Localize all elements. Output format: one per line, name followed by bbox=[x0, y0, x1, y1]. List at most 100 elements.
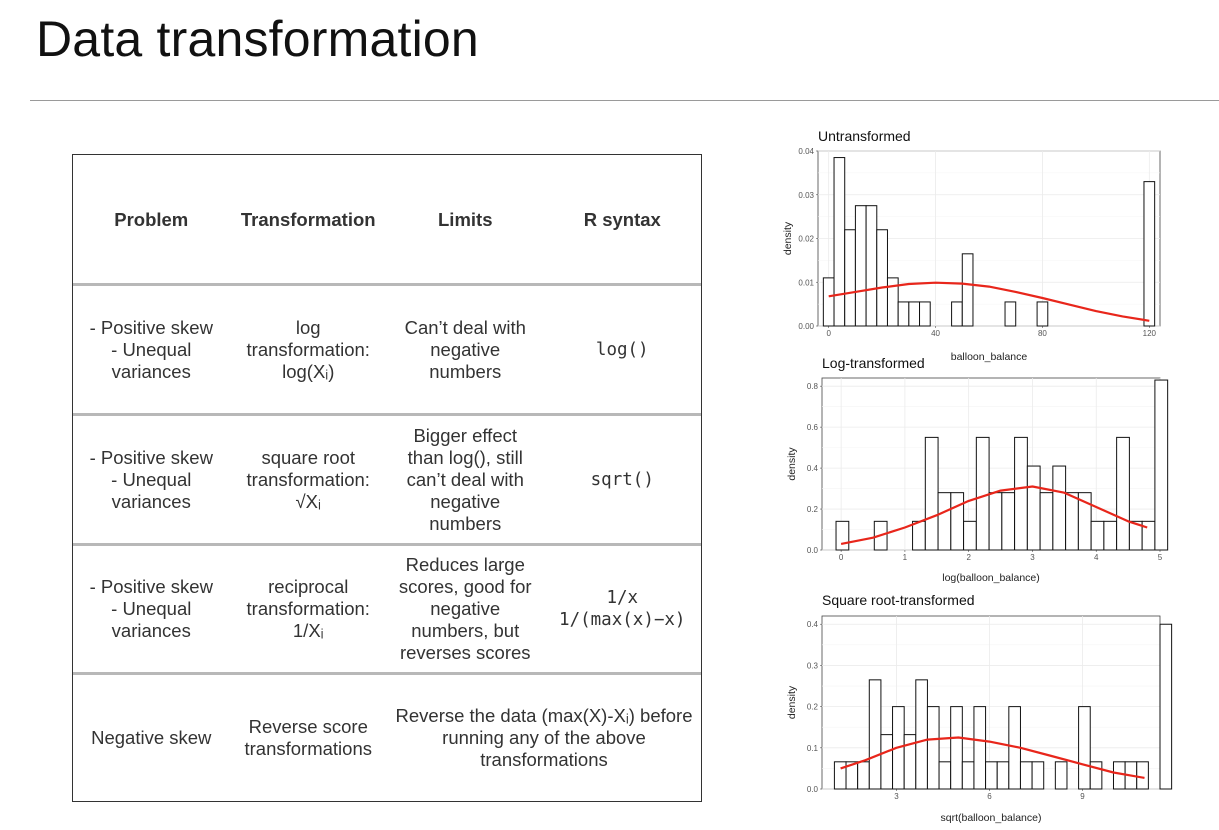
chart-sqrt-transformed: Square root-transformed 0.0 0.1 0.2 0.3 0.4 3 6… bbox=[770, 591, 1210, 830]
header-transformation: Transformation bbox=[240, 208, 376, 230]
x-tick-label: 80 bbox=[1038, 329, 1047, 338]
x-tick-label: 9 bbox=[1080, 792, 1085, 801]
histogram-bar bbox=[1052, 465, 1067, 551]
table-header-row: Problem Transformation Limits R syntax bbox=[73, 155, 701, 284]
x-tick-label: 0 bbox=[826, 329, 831, 338]
histogram-bar bbox=[865, 205, 878, 327]
histogram-sqrt-transformed: Square root-transformed 0.0 0.1 0.2 0.3 0.4 3 6… bbox=[786, 592, 1173, 824]
histogram-bar bbox=[938, 761, 952, 790]
x-axis-label: sqrt(balloon_balance) bbox=[941, 812, 1042, 824]
y-tick-label: 0.01 bbox=[798, 278, 814, 287]
histogram-bar bbox=[1019, 761, 1033, 790]
histogram-bar bbox=[1026, 465, 1041, 551]
title-divider bbox=[30, 100, 1219, 101]
y-tick-label: 0.1 bbox=[807, 744, 819, 753]
x-axis-label: balloon_balance bbox=[951, 351, 1028, 363]
cell-limits: Reduces large scores, good for negative … bbox=[398, 554, 532, 663]
histogram-bar bbox=[908, 301, 921, 327]
x-tick-label: 3 bbox=[894, 792, 899, 801]
histogram-bar bbox=[1036, 301, 1049, 327]
cell-r-syntax: sqrt() bbox=[590, 469, 654, 490]
histogram-bar bbox=[1136, 761, 1149, 790]
table-row: Negative skew Reverse score transformati… bbox=[73, 675, 701, 800]
cell-limits: Reverse the data (max(X)-Xᵢ) before runn… bbox=[395, 704, 693, 770]
histogram-bar bbox=[1089, 761, 1103, 790]
chart-log-transformed: Log-transformed 0.0 0.2 0.4 0.6 0.8 0 1 2 3 4 5 log(… bbox=[770, 354, 1210, 595]
cell-r-syntax: log() bbox=[595, 339, 649, 360]
chart-title: Square root-transformed bbox=[822, 592, 975, 608]
x-tick-label: 1 bbox=[903, 553, 908, 562]
x-tick-label: 120 bbox=[1143, 329, 1157, 338]
chart-title: Untransformed bbox=[818, 128, 911, 144]
histogram-bar bbox=[1004, 301, 1017, 327]
histogram-bar bbox=[876, 229, 888, 327]
x-tick-label: 5 bbox=[1158, 553, 1163, 562]
chart-title: Log-transformed bbox=[822, 355, 925, 371]
histogram-bar bbox=[857, 761, 870, 790]
histogram-bar bbox=[919, 301, 931, 327]
cell-transformation: log transformation: log(Xᵢ) bbox=[246, 316, 370, 382]
x-tick-label: 6 bbox=[987, 792, 992, 801]
histogram-bar bbox=[1143, 181, 1156, 327]
histogram-bar bbox=[1039, 492, 1054, 551]
histogram-bar bbox=[1090, 520, 1105, 551]
x-axis-label: log(balloon_balance) bbox=[942, 572, 1040, 584]
histogram-bar bbox=[1159, 623, 1173, 790]
y-tick-label: 0.02 bbox=[798, 235, 814, 244]
y-tick-label: 0.3 bbox=[807, 661, 819, 670]
histogram-bar bbox=[1078, 706, 1091, 790]
histogram-bar bbox=[833, 157, 846, 327]
header-r-syntax: R syntax bbox=[583, 208, 661, 230]
x-tick-label: 4 bbox=[1094, 553, 1099, 562]
table-row: - Positive skew - Unequal variances squa… bbox=[73, 416, 701, 543]
x-tick-label: 40 bbox=[931, 329, 940, 338]
histogram-bar bbox=[844, 229, 856, 327]
histogram-bar bbox=[1065, 492, 1079, 551]
y-tick-label: 0.2 bbox=[807, 505, 819, 514]
y-tick-label: 0.2 bbox=[807, 703, 819, 712]
histogram-bar bbox=[951, 301, 963, 327]
cell-transformation: square root transformation: √Xᵢ bbox=[246, 446, 370, 512]
row-divider bbox=[73, 413, 701, 416]
cell-problem: - Positive skew - Unequal variances bbox=[89, 576, 213, 641]
cell-transformation: reciprocal transformation: 1/Xᵢ bbox=[246, 576, 370, 641]
histogram-bar bbox=[915, 679, 928, 790]
histogram-bar bbox=[1001, 492, 1016, 551]
histogram-bar bbox=[996, 761, 1010, 790]
histogram-bar bbox=[973, 706, 987, 790]
histogram-bar bbox=[854, 205, 867, 327]
density-curve bbox=[828, 281, 1150, 322]
cell-problem: Negative skew bbox=[91, 726, 212, 748]
slide-title: Data transformation bbox=[36, 11, 479, 67]
x-tick-label: 3 bbox=[1030, 553, 1035, 562]
y-tick-label: 0.4 bbox=[807, 620, 819, 629]
histogram-bar bbox=[835, 520, 850, 551]
row-divider bbox=[73, 672, 701, 675]
cell-limits: Bigger effect than log(), still can’t de… bbox=[406, 424, 524, 534]
y-tick-label: 0.03 bbox=[798, 191, 814, 200]
histogram-bar bbox=[950, 492, 965, 551]
histogram-bar bbox=[1112, 761, 1126, 790]
cell-limits: Can’t deal with negative numbers bbox=[404, 316, 526, 382]
row-divider bbox=[73, 283, 701, 286]
histogram-bar bbox=[897, 301, 910, 327]
x-tick-label: 2 bbox=[966, 553, 971, 562]
y-tick-label: 0.6 bbox=[807, 423, 819, 432]
y-tick-label: 0.0 bbox=[807, 546, 819, 555]
histogram-bar bbox=[963, 520, 977, 551]
histogram-bar bbox=[924, 436, 939, 551]
y-tick-label: 0.04 bbox=[798, 147, 814, 156]
histogram-bar bbox=[1014, 436, 1028, 551]
cell-problem: - Positive skew - Unequal variances bbox=[89, 316, 213, 382]
density-curve bbox=[840, 485, 1148, 545]
y-tick-label: 0.4 bbox=[807, 464, 819, 473]
histogram-bar bbox=[912, 520, 926, 551]
histogram-bar bbox=[985, 761, 998, 790]
histogram-log-transformed: Log-transformed 0.0 0.2 0.4 0.6 0.8 0 1 2 3 4 5 log(… bbox=[786, 355, 1169, 584]
header-limits: Limits bbox=[438, 208, 493, 230]
density-curve bbox=[840, 736, 1145, 779]
histogram-bar bbox=[1103, 520, 1118, 551]
y-axis-label: density bbox=[786, 685, 798, 719]
histogram-bar bbox=[1116, 436, 1130, 551]
y-axis-label: density bbox=[786, 447, 798, 481]
